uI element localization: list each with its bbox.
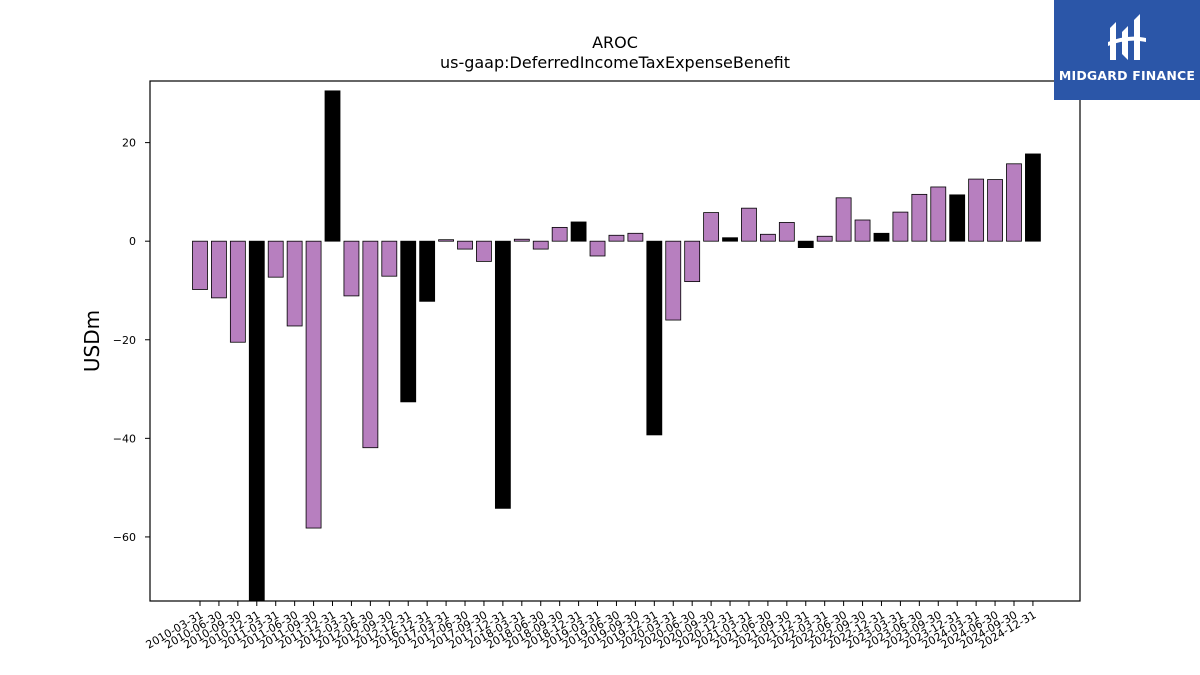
bar-2023-12-31 bbox=[949, 194, 966, 242]
bar-2024-06-30 bbox=[987, 179, 1003, 242]
bar-2017-06-30 bbox=[457, 240, 473, 250]
bar-2017-03-31 bbox=[438, 239, 454, 242]
y-tick-label: −40 bbox=[113, 432, 136, 445]
bar-2024-12-31 bbox=[1025, 153, 1041, 242]
y-axis-label: USDm bbox=[80, 310, 104, 372]
bar-2019-12-31 bbox=[646, 240, 663, 436]
bar-2010-06-30 bbox=[211, 240, 227, 299]
bar-2024-03-31 bbox=[968, 178, 985, 242]
bar-2017-12-31 bbox=[494, 240, 511, 509]
bar-2019-09-30 bbox=[627, 232, 644, 242]
bar-2023-09-30 bbox=[930, 186, 947, 242]
chart-title: AROC bbox=[592, 33, 638, 52]
bar-2021-03-31 bbox=[741, 207, 757, 242]
y-tick-label: 0 bbox=[129, 235, 136, 248]
bar-2011-03-31 bbox=[267, 240, 284, 278]
y-tick-label: −20 bbox=[113, 334, 136, 347]
bar-2012-09-30 bbox=[381, 240, 398, 277]
bar-2019-03-31 bbox=[589, 240, 606, 257]
bar-2022-09-30 bbox=[854, 219, 871, 242]
bar-2016-12-31 bbox=[419, 240, 436, 302]
bar-2018-09-30 bbox=[551, 226, 568, 242]
bar-2010-12-31 bbox=[248, 240, 265, 601]
bar-2017-09-30 bbox=[476, 240, 492, 262]
bar-2011-06-30 bbox=[286, 240, 303, 327]
bar-2023-03-31 bbox=[892, 211, 909, 242]
bar-2020-12-31 bbox=[722, 237, 738, 242]
y-axis-ticks: 20 0 −20 −40 −60 bbox=[113, 137, 150, 544]
bar-2018-06-30 bbox=[532, 240, 549, 250]
bar-2012-03-31 bbox=[343, 240, 360, 297]
logo-text: MIDGARD FINANCE bbox=[1058, 68, 1196, 83]
bars-layer bbox=[192, 90, 1041, 601]
bar-2012-06-30 bbox=[362, 240, 379, 449]
midgard-logo-icon bbox=[1108, 14, 1146, 60]
bar-2021-12-31 bbox=[797, 240, 814, 249]
x-axis-ticks: 2010-03-312010-06-302010-09-302010-12-31… bbox=[144, 601, 1038, 652]
chart-subtitle: us-gaap:DeferredIncomeTaxExpenseBenefit bbox=[440, 53, 790, 72]
midgard-finance-logo: MIDGARD FINANCE bbox=[1054, 0, 1200, 100]
bar-2019-06-30 bbox=[608, 234, 625, 242]
bar-2020-03-31 bbox=[665, 240, 682, 321]
bar-2011-09-30 bbox=[305, 240, 322, 529]
y-tick-label: −60 bbox=[113, 531, 136, 544]
y-tick-label: 20 bbox=[122, 137, 136, 150]
bar-2022-03-31 bbox=[816, 235, 833, 242]
bar-2020-06-30 bbox=[684, 240, 701, 283]
plot-frame bbox=[149, 80, 1081, 602]
bar-2018-12-31 bbox=[570, 221, 587, 242]
bar-2012-12-31 bbox=[400, 240, 417, 403]
bar-2020-09-30 bbox=[703, 212, 720, 242]
bar-2010-09-30 bbox=[229, 240, 246, 343]
bar-2022-06-30 bbox=[835, 197, 852, 242]
bar-2018-03-31 bbox=[513, 238, 530, 242]
bar-2023-06-30 bbox=[911, 193, 928, 242]
bar-2021-06-30 bbox=[760, 233, 776, 242]
bar-2021-09-30 bbox=[778, 222, 795, 242]
bar-2011-12-31 bbox=[324, 90, 341, 242]
bar-2022-12-31 bbox=[873, 232, 890, 242]
bar-2010-03-31 bbox=[192, 240, 208, 290]
bar-2024-09-30 bbox=[1006, 163, 1022, 242]
